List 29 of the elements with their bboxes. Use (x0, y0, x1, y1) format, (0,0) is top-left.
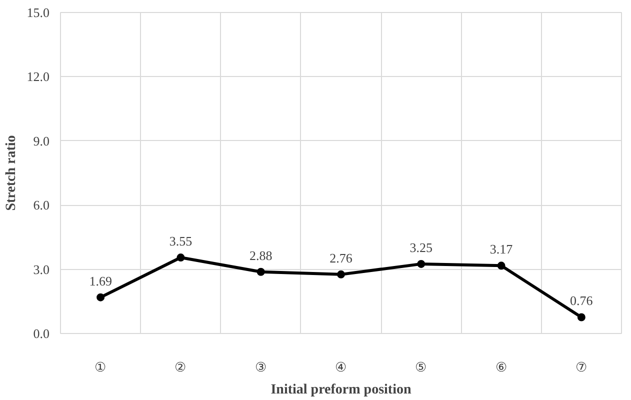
x-tick-label: ⑦ (575, 360, 588, 374)
y-tick-label: 0.0 (33, 326, 50, 341)
y-tick-label: 9.0 (33, 133, 50, 148)
point (337, 270, 345, 278)
x-tick-label: ⑥ (495, 360, 508, 374)
x-axis-title: Initial preform position (270, 382, 412, 398)
point (176, 254, 185, 262)
x-tick-label: ② (174, 360, 187, 374)
data-label: 1.69 (89, 273, 112, 288)
data-label: 0.76 (570, 293, 594, 308)
point (577, 313, 586, 322)
point (417, 260, 426, 268)
data-label: 3.17 (490, 242, 514, 257)
y-tick-label: 15.0 (26, 5, 50, 20)
data-label: 2.88 (249, 248, 272, 263)
y-axis-title: Stretch ratio (4, 135, 19, 211)
x-tick-label: ⑤ (415, 360, 428, 374)
data-label: 3.55 (169, 234, 192, 249)
x-tick-label: ③ (254, 360, 267, 374)
point (256, 268, 265, 276)
y-tick-label: 12.0 (26, 69, 50, 84)
data-label: 2.76 (330, 250, 353, 266)
x-tick-label: ① (94, 360, 107, 374)
x-tick-label: ④ (335, 360, 347, 374)
data-label: 3.25 (410, 240, 433, 255)
y-tick-label: 3.0 (33, 262, 50, 277)
point (96, 293, 105, 302)
point (497, 262, 506, 270)
y-tick-label: 6.0 (33, 198, 50, 213)
